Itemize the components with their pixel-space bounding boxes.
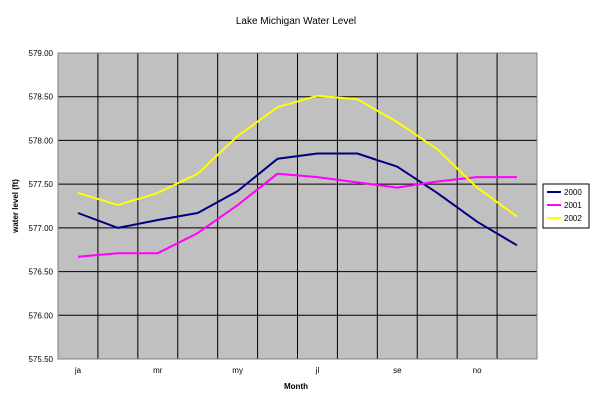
y-tick-label: 578.00	[29, 136, 54, 145]
y-tick-label: 576.50	[29, 268, 54, 277]
series-line-2000	[77, 152, 518, 247]
x-axis-ticks: ja mr my jl se no	[74, 366, 482, 375]
y-tick-label: 575.50	[29, 355, 54, 364]
y-axis-ticks: 575.50 576.00 576.50 577.00 577.50 578.00 578.…	[29, 49, 54, 364]
legend-label-2001: 2001	[564, 201, 582, 210]
y-tick-label: 576.00	[29, 311, 54, 320]
x-tick-label: se	[393, 366, 402, 375]
x-axis-label: Month	[284, 382, 308, 391]
legend-items: 2000 2001 2002	[547, 188, 582, 223]
series-lines	[77, 94, 518, 258]
y-tick-label: 577.50	[29, 180, 54, 189]
x-tick-label: jl	[315, 366, 320, 375]
x-tick-label: ja	[74, 366, 82, 375]
x-tick-label: my	[232, 366, 243, 375]
y-tick-label: 578.50	[29, 93, 54, 102]
x-tick-label: mr	[153, 366, 163, 375]
x-tick-label: no	[473, 366, 482, 375]
y-axis-label: water level (ft)	[11, 179, 20, 234]
series-line-2001	[77, 172, 517, 258]
gridlines	[57, 52, 538, 360]
y-tick-label: 577.00	[29, 224, 54, 233]
legend-label-2000: 2000	[564, 188, 582, 197]
plot-border	[57, 52, 538, 360]
legend-label-2002: 2002	[564, 214, 582, 223]
series-line-2002	[77, 94, 518, 218]
legend: 2000 2001 2002	[542, 183, 590, 229]
y-tick-label: 579.00	[29, 49, 54, 58]
chart-title: Lake Michigan Water Level	[236, 16, 356, 27]
